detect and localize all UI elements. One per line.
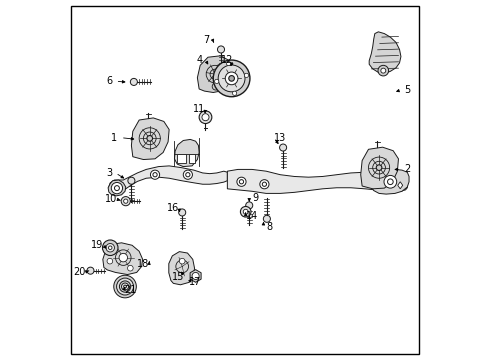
Text: 21: 21 [124,285,137,295]
Circle shape [225,72,238,85]
Circle shape [376,165,382,171]
Polygon shape [174,139,199,167]
Circle shape [381,68,386,73]
Polygon shape [197,56,233,93]
Polygon shape [371,170,409,194]
Text: 11: 11 [193,104,205,114]
Polygon shape [103,243,143,275]
Circle shape [241,207,251,217]
Text: 18: 18 [137,259,149,269]
Circle shape [202,114,209,121]
Circle shape [378,66,389,76]
Circle shape [150,170,160,179]
Circle shape [123,285,126,288]
Text: 10: 10 [105,194,117,204]
Bar [177,154,186,163]
Circle shape [218,65,245,92]
Circle shape [153,172,157,177]
Text: 6: 6 [106,76,112,86]
Polygon shape [131,118,169,159]
Circle shape [128,177,135,184]
Text: 16: 16 [167,203,179,213]
Text: 12: 12 [221,55,234,65]
Circle shape [106,243,115,252]
Circle shape [114,275,136,298]
Circle shape [245,202,253,209]
Circle shape [226,62,231,66]
Polygon shape [109,166,227,193]
Circle shape [179,209,186,216]
Text: 13: 13 [274,133,286,143]
Circle shape [147,136,152,141]
Circle shape [215,79,219,84]
Circle shape [107,258,113,264]
Polygon shape [227,170,407,193]
Polygon shape [361,147,398,189]
Circle shape [218,46,224,53]
Text: 1: 1 [111,133,118,143]
Text: 19: 19 [91,240,103,250]
Circle shape [115,186,120,190]
Circle shape [111,183,122,194]
Circle shape [262,182,267,186]
Circle shape [212,83,219,90]
Circle shape [229,76,234,81]
Circle shape [117,278,133,295]
Circle shape [237,177,246,186]
Circle shape [102,240,118,256]
Circle shape [280,144,287,151]
Circle shape [121,197,130,206]
Circle shape [243,209,248,214]
Polygon shape [369,32,401,73]
Circle shape [120,281,131,292]
Circle shape [192,273,199,279]
Polygon shape [169,252,195,285]
Text: 17: 17 [190,277,202,287]
Circle shape [199,111,212,123]
Circle shape [260,180,269,189]
Text: 3: 3 [106,168,112,178]
Circle shape [87,267,94,274]
Text: 15: 15 [172,272,184,282]
Text: 8: 8 [267,221,273,231]
Circle shape [179,258,185,264]
Circle shape [213,60,250,97]
Circle shape [119,253,127,262]
Text: 7: 7 [203,35,209,45]
Circle shape [127,265,133,271]
Text: 20: 20 [74,267,86,277]
Text: 9: 9 [252,193,259,203]
Bar [189,154,195,163]
Text: 14: 14 [246,211,258,221]
Circle shape [263,215,270,222]
Circle shape [384,175,397,188]
Text: 5: 5 [404,85,411,95]
Circle shape [122,283,128,290]
Circle shape [123,199,128,203]
Polygon shape [108,180,126,196]
Text: 4: 4 [196,55,202,65]
Circle shape [186,172,190,177]
Circle shape [183,170,193,179]
Circle shape [130,78,137,85]
Circle shape [388,179,393,185]
Circle shape [108,246,112,249]
Polygon shape [190,270,201,282]
Text: 2: 2 [404,165,411,174]
Circle shape [239,180,244,184]
Circle shape [232,91,237,95]
Circle shape [245,73,248,77]
Polygon shape [398,182,403,189]
